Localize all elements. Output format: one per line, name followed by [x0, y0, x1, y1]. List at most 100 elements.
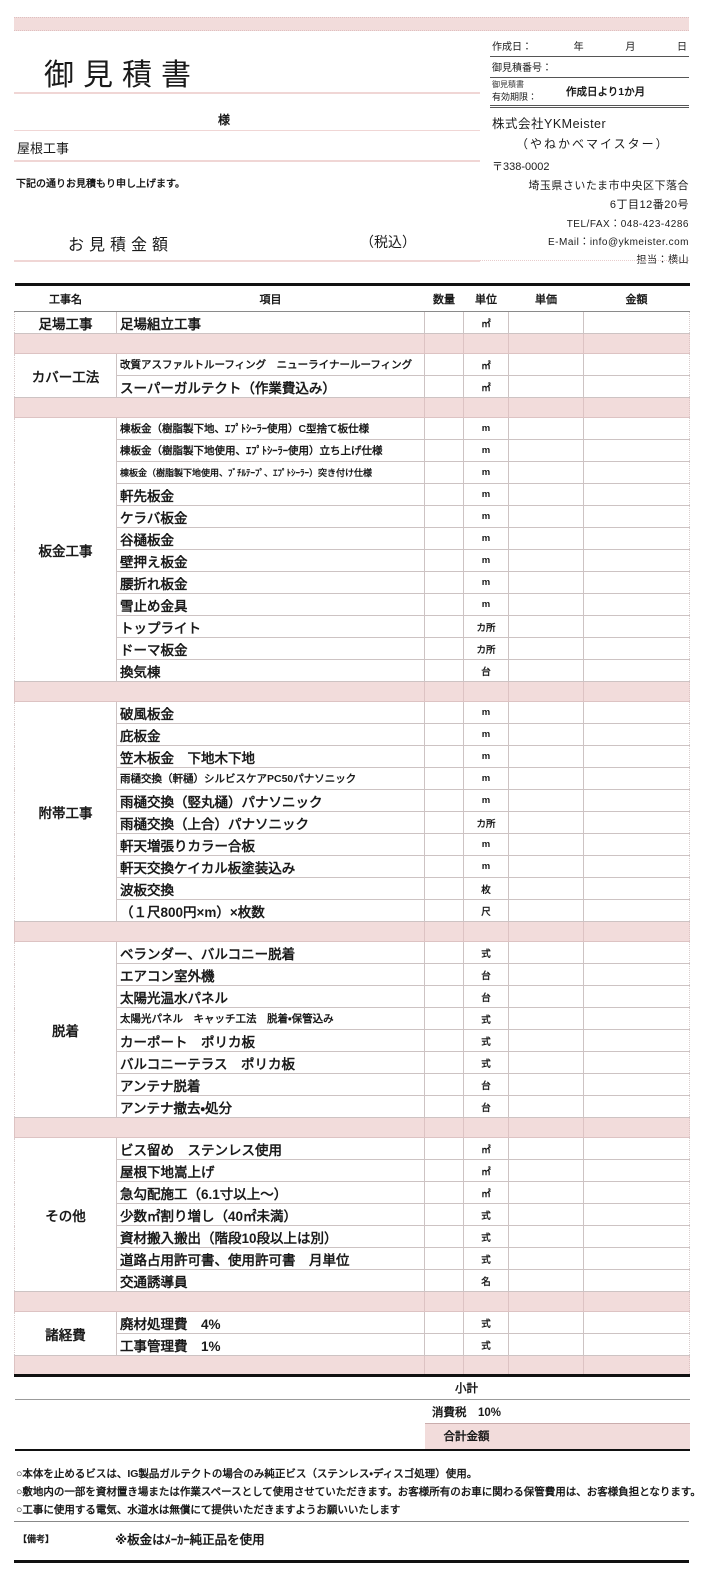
table-row: 急勾配施工（6.1寸以上～） ㎡ [15, 1181, 690, 1204]
amount-cell [583, 527, 690, 550]
validity-label-line1: 御見積書 [492, 80, 524, 89]
item-name: 雨樋交換（上合）パナソニック [116, 811, 425, 834]
table-row: アンテナ撤去・処分 台 [15, 1095, 690, 1118]
unit-cell: m [463, 571, 509, 594]
subtotal-spacer [14, 1375, 425, 1400]
separator-unit-cell [463, 1291, 509, 1312]
unit-price-cell [508, 1095, 584, 1118]
quantity-cell [424, 1269, 464, 1292]
company-block: 株式会社YKMeister （やねかべマイスター） 〒338-0002 埼玉県さ… [490, 113, 689, 266]
table-row: 庇板金 m [15, 723, 690, 746]
item-name: 屋根下地嵩上げ [116, 1159, 425, 1182]
table-row: 軒天交換ケイカル板塗装込み m [15, 855, 690, 878]
table-row: 笠木板金 下地木下地 m [15, 745, 690, 768]
unit-cell: m [463, 505, 509, 528]
section-name: 足場工事 [14, 311, 117, 334]
company-kana: （やねかべマイスター） [516, 137, 670, 151]
separator-row [14, 1291, 690, 1312]
subtotal-label: 小計 [424, 1375, 509, 1400]
item-name: 雪止め金具 [116, 593, 425, 616]
note-line: ○工事に使用する電気、水道水は無償にて提供いただきますようお願いいたします [16, 1504, 401, 1516]
footer-notes: ○本体を止めるビスは、IG製品ガルテクトの場合のみ純正ビス（ステンレス・ディスゴ… [16, 1465, 701, 1519]
created-date-row: 作成日： 年 月 日 [490, 36, 689, 57]
amount-cell [583, 1225, 690, 1248]
unit-price-cell [508, 941, 584, 964]
note-line: ○敷地内の一部を資材置き場または作業スペースとして使用させていただきます。お客様… [16, 1486, 701, 1498]
quantity-cell [424, 767, 464, 790]
amount-cell [583, 659, 690, 682]
unit-price-cell [508, 811, 584, 834]
separator-row [14, 1117, 690, 1138]
amount-cell [583, 549, 690, 572]
amount-cell [583, 1137, 690, 1160]
quantity-cell [424, 659, 464, 682]
item-name: 太陽光温水パネル [116, 985, 425, 1008]
amount-cell [583, 723, 690, 746]
item-name: 少数㎡割り増し（40㎡未満） [116, 1203, 425, 1226]
amount-cell [583, 855, 690, 878]
table-row: バルコニーテラス ポリカ板 式 [15, 1051, 690, 1074]
item-name: 太陽光パネル キャッチ工法 脱着・保管込み [116, 1007, 425, 1030]
table-row: 少数㎡割り増し（40㎡未満） 式 [15, 1203, 690, 1226]
unit-cell: m [463, 723, 509, 746]
amount-cell [583, 311, 690, 334]
unit-price-cell [508, 1007, 584, 1030]
unit-cell: カ所 [463, 637, 509, 660]
amount-cell [583, 461, 690, 484]
table-row: 附帯工事 破風板金 m [14, 701, 690, 922]
table-row: ドーマ板金 カ所 [15, 637, 690, 660]
table-row: 諸経費 廃材処理費 4% 式 [14, 1311, 690, 1356]
unit-price-cell [508, 1247, 584, 1270]
unit-cell: 式 [463, 941, 509, 964]
amount-cell [583, 483, 690, 506]
table-row: 屋根下地嵩上げ ㎡ [15, 1159, 690, 1182]
quantity-cell [424, 417, 464, 440]
unit-price-cell [508, 963, 584, 986]
table-row: 雨樋交換（竪丸樋）パナソニック m [15, 789, 690, 812]
item-name: 雨樋交換（竪丸樋）パナソニック [116, 789, 425, 812]
item-name: トップライト [116, 615, 425, 638]
total-label: 合計金額 [424, 1423, 509, 1451]
table-row: 道路占用許可書、使用許可書 月単位 式 [15, 1247, 690, 1270]
item-name: 換気棟 [116, 659, 425, 682]
validity-label: 御見積書 有効期限： [492, 79, 556, 103]
company-name: 株式会社YKMeister [492, 117, 607, 131]
table-row: アンテナ脱着 台 [15, 1073, 690, 1096]
quantity-cell [424, 1203, 464, 1226]
created-day-label: 日 [677, 42, 688, 53]
unit-price-cell [508, 1203, 584, 1226]
unit-cell: m [463, 527, 509, 550]
amount-cell [583, 1247, 690, 1270]
table-row: トップライト カ所 [15, 615, 690, 638]
quantity-cell [424, 571, 464, 594]
unit-cell: m [463, 439, 509, 462]
table-row: 雨樋交換（軒樋）シルビスケアPC50パナソニック m [15, 767, 690, 790]
separator-cell [14, 397, 425, 418]
quantity-cell [424, 899, 464, 922]
column-header: 項目 [116, 284, 425, 312]
unit-cell: 式 [463, 1225, 509, 1248]
table-row: 棟板金（樹脂製下地使用、ﾌﾞﾁﾙﾃｰﾌﾟ、ｴﾌﾟﾄｼｰﾗｰ）突き付け仕様 m [15, 461, 690, 484]
validity-value: 作成日より1か月 [566, 85, 646, 98]
unit-price-cell [508, 701, 584, 724]
unit-price-cell [508, 1225, 584, 1248]
separator-unit-price-cell [508, 681, 584, 702]
table-row: 雪止め金具 m [15, 593, 690, 616]
title-underline [14, 92, 480, 94]
amount-cell [583, 877, 690, 900]
remarks-text: ※板金はﾒｰｶｰ純正品を使用 [115, 1533, 265, 1547]
item-name: （１尺800円×m）×枚数 [116, 899, 425, 922]
separator-row [14, 681, 690, 702]
separator-unit-price-cell [508, 1291, 584, 1312]
quantity-cell [424, 745, 464, 768]
item-name: ビス留め ステンレス使用 [116, 1137, 425, 1160]
table-row: 軒先板金 m [15, 483, 690, 506]
unit-cell: カ所 [463, 811, 509, 834]
item-name: アンテナ撤去・処分 [116, 1095, 425, 1118]
unit-cell: 式 [463, 1203, 509, 1226]
quote-number-row: 御見積番号： [490, 57, 689, 78]
table-row: 板金工事 棟板金（樹脂製下地、ｴﾌﾟﾄｼｰﾗｰ使用）C型捨て板仕様 m [14, 417, 690, 682]
amount-underline [14, 260, 480, 262]
header-right-block: 作成日： 年 月 日 御見積番号： 御見積書 有効期限： 作成日より1か月 株式… [490, 36, 689, 266]
table-row: 資材搬入搬出（階段10段以上は別） 式 [15, 1225, 690, 1248]
